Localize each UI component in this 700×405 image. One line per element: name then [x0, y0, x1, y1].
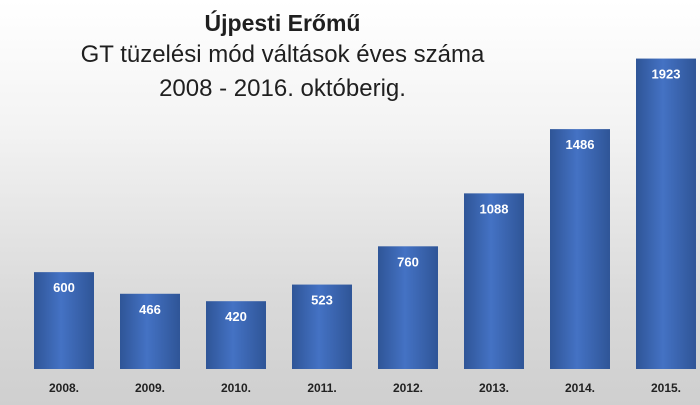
x-tick-label: 2012. — [393, 381, 423, 395]
x-tick-label: 2015. — [651, 381, 681, 395]
chart-title-block: Újpesti Erőmű GT tüzelési mód váltások é… — [0, 8, 565, 106]
data-label: 420 — [225, 309, 247, 324]
bar-2009 — [120, 293, 180, 369]
x-tick-label: 2009. — [135, 381, 165, 395]
chart-title: Újpesti Erőmű — [204, 10, 361, 36]
x-tick-label: 2011. — [307, 381, 336, 395]
data-label: 523 — [311, 293, 333, 308]
chart-subtitle-line-2: 2008 - 2016. októberig. — [159, 75, 406, 102]
data-label: 466 — [139, 302, 161, 317]
data-label: 760 — [397, 254, 419, 269]
bar-2012 — [378, 246, 438, 369]
chart-subtitle-line-1: GT tüzelési mód váltások éves száma — [80, 41, 485, 68]
x-tick-label: 2008. — [49, 381, 79, 395]
data-label: 1486 — [566, 137, 595, 152]
bar-2010 — [206, 301, 266, 369]
bar-2013 — [464, 193, 524, 369]
x-tick-label: 2014. — [565, 381, 595, 395]
data-label: 1088 — [480, 201, 509, 216]
bar-2014 — [550, 129, 610, 369]
bar-2011 — [292, 284, 352, 369]
data-label: 1923 — [652, 67, 681, 82]
bar-2008 — [34, 272, 94, 369]
data-label: 600 — [53, 280, 75, 295]
x-tick-label: 2013. — [479, 381, 509, 395]
x-tick-label: 2010. — [221, 381, 251, 395]
bar-2015 — [636, 58, 696, 370]
